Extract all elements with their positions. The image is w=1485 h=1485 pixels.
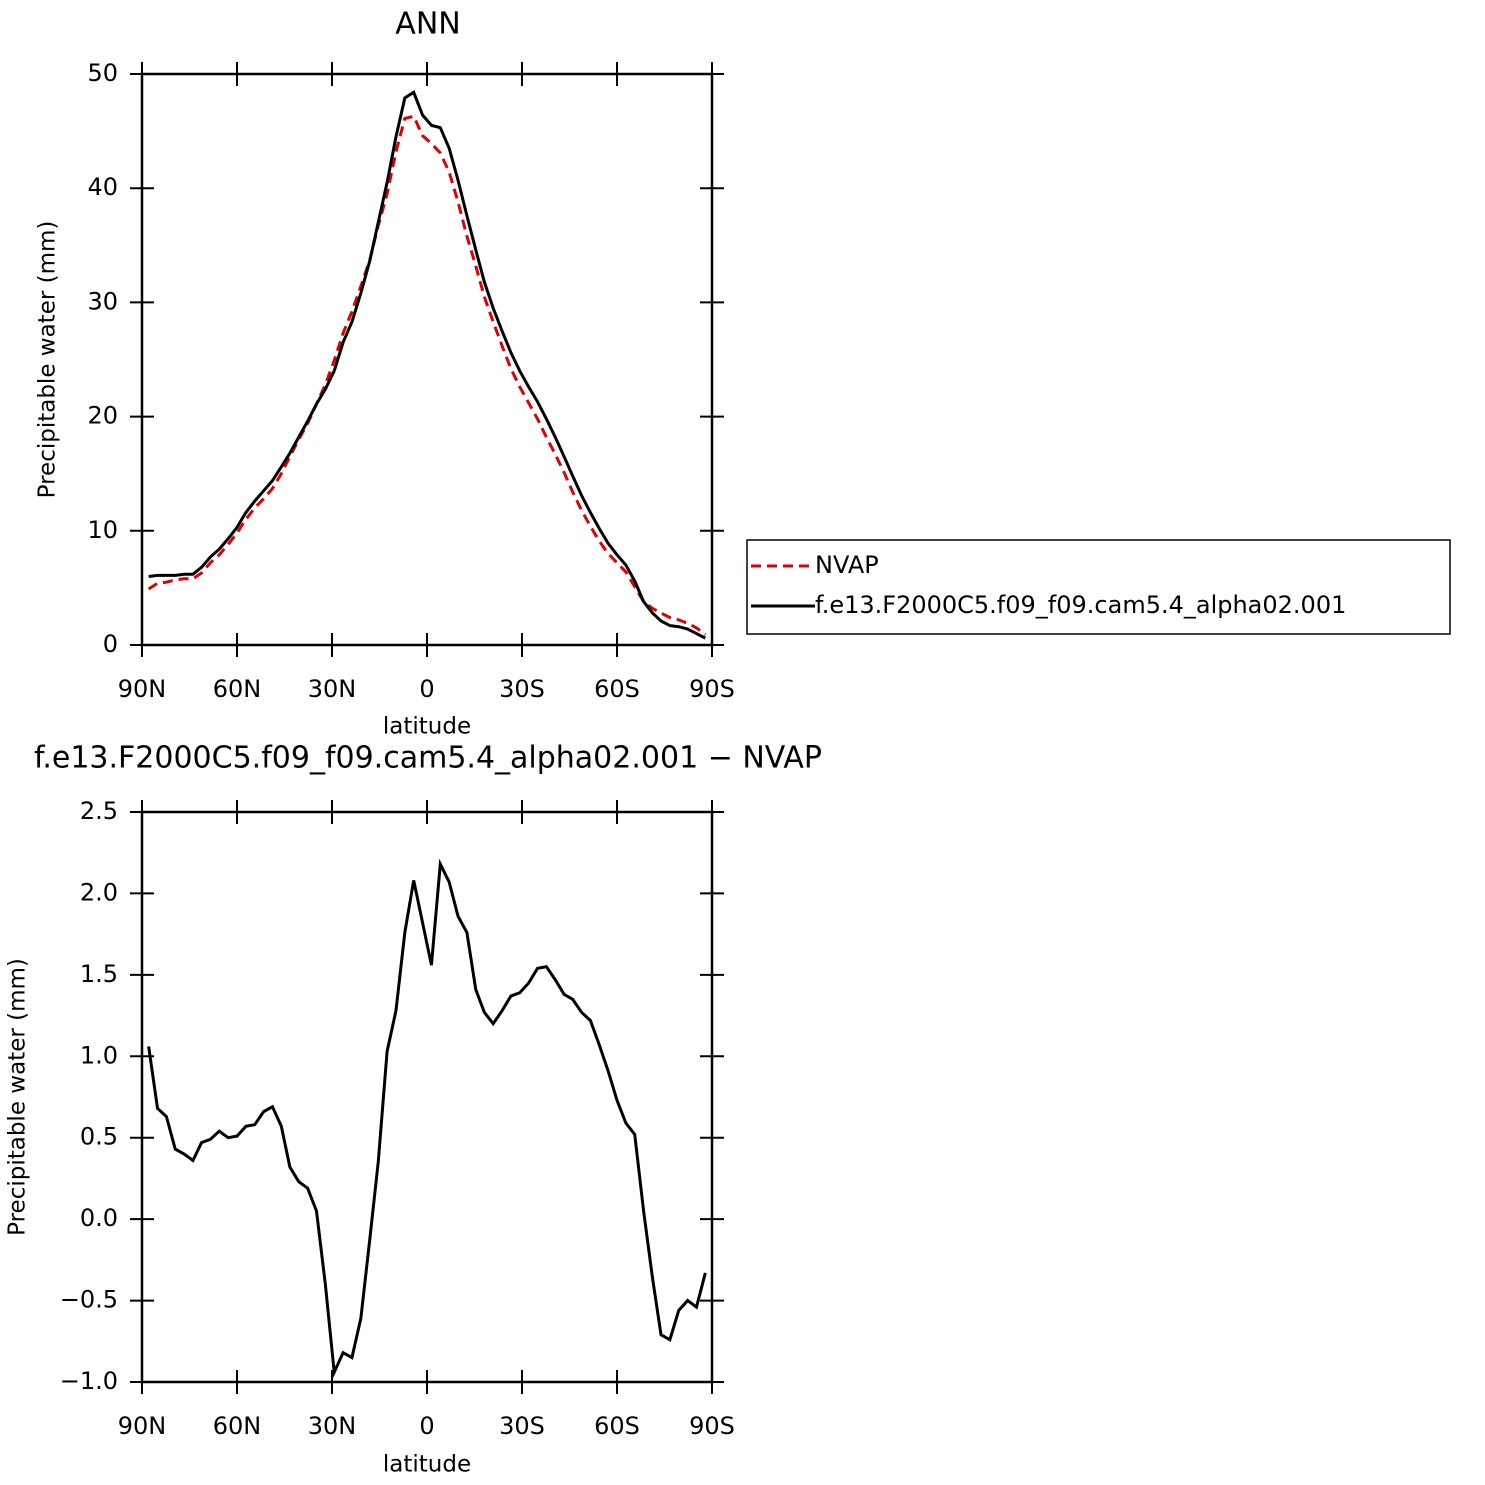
y-axis-label: Precipitable water (mm) xyxy=(5,958,31,1236)
y-tick-label: 1.5 xyxy=(80,960,118,988)
x-tick-label: 90N xyxy=(118,675,167,703)
data-line xyxy=(147,858,707,1378)
chart-title: f.e13.F2000C5.f09_f09.cam5.4_alpha02.001… xyxy=(34,741,822,776)
legend-label: NVAP xyxy=(815,551,879,579)
x-tick-label: 60N xyxy=(213,1412,262,1440)
x-tick-label: 90N xyxy=(118,1412,167,1440)
x-axis-label: latitude xyxy=(383,1452,471,1478)
x-tick-label: 0 xyxy=(419,1412,434,1440)
y-tick-label: 0.5 xyxy=(80,1123,118,1151)
chart-title: ANN xyxy=(395,7,460,42)
y-tick-label: 0.0 xyxy=(80,1204,118,1232)
y-tick-label: 2.0 xyxy=(80,878,118,906)
y-tick-label: 2.5 xyxy=(80,797,118,825)
legend-box xyxy=(746,539,1451,635)
plot-frame xyxy=(140,810,714,1384)
y-tick-label: 1.0 xyxy=(80,1041,118,1069)
y-tick-label: 0 xyxy=(103,630,118,658)
legend-label: f.e13.F2000C5.f09_f09.cam5.4_alpha02.001 xyxy=(815,591,1346,619)
x-tick-label: 30S xyxy=(499,1412,545,1440)
y-tick-label: −1.0 xyxy=(60,1367,118,1395)
y-tick-label: 30 xyxy=(87,287,118,315)
y-tick-label: 10 xyxy=(87,516,118,544)
data-line xyxy=(148,90,707,640)
x-axis-label: latitude xyxy=(383,714,471,740)
x-tick-label: 30N xyxy=(308,675,357,703)
x-tick-label: 30N xyxy=(308,1412,357,1440)
y-tick-label: 40 xyxy=(87,173,118,201)
y-tick-label: −0.5 xyxy=(60,1286,118,1314)
y-tick-label: 50 xyxy=(87,59,118,87)
data-line xyxy=(147,114,707,636)
y-tick-label: 20 xyxy=(87,402,118,430)
x-tick-label: 30S xyxy=(499,675,545,703)
plot-frame xyxy=(140,72,714,647)
x-tick-label: 60S xyxy=(594,1412,640,1440)
legend: NVAP f.e13.F2000C5.f09_f09.cam5.4_alpha02… xyxy=(746,539,1451,635)
y-axis-label: Precipitable water (mm) xyxy=(35,221,61,499)
x-tick-label: 90S xyxy=(689,1412,735,1440)
x-tick-label: 0 xyxy=(419,675,434,703)
x-tick-label: 90S xyxy=(689,675,735,703)
x-tick-label: 60S xyxy=(594,675,640,703)
plot: ANN latitude Precipitable water (mm) 0 10 20 3… xyxy=(35,7,735,740)
x-tick-label: 60N xyxy=(213,675,262,703)
plot: f.e13.F2000C5.f09_f09.cam5.4_alpha02.001… xyxy=(5,741,823,1478)
